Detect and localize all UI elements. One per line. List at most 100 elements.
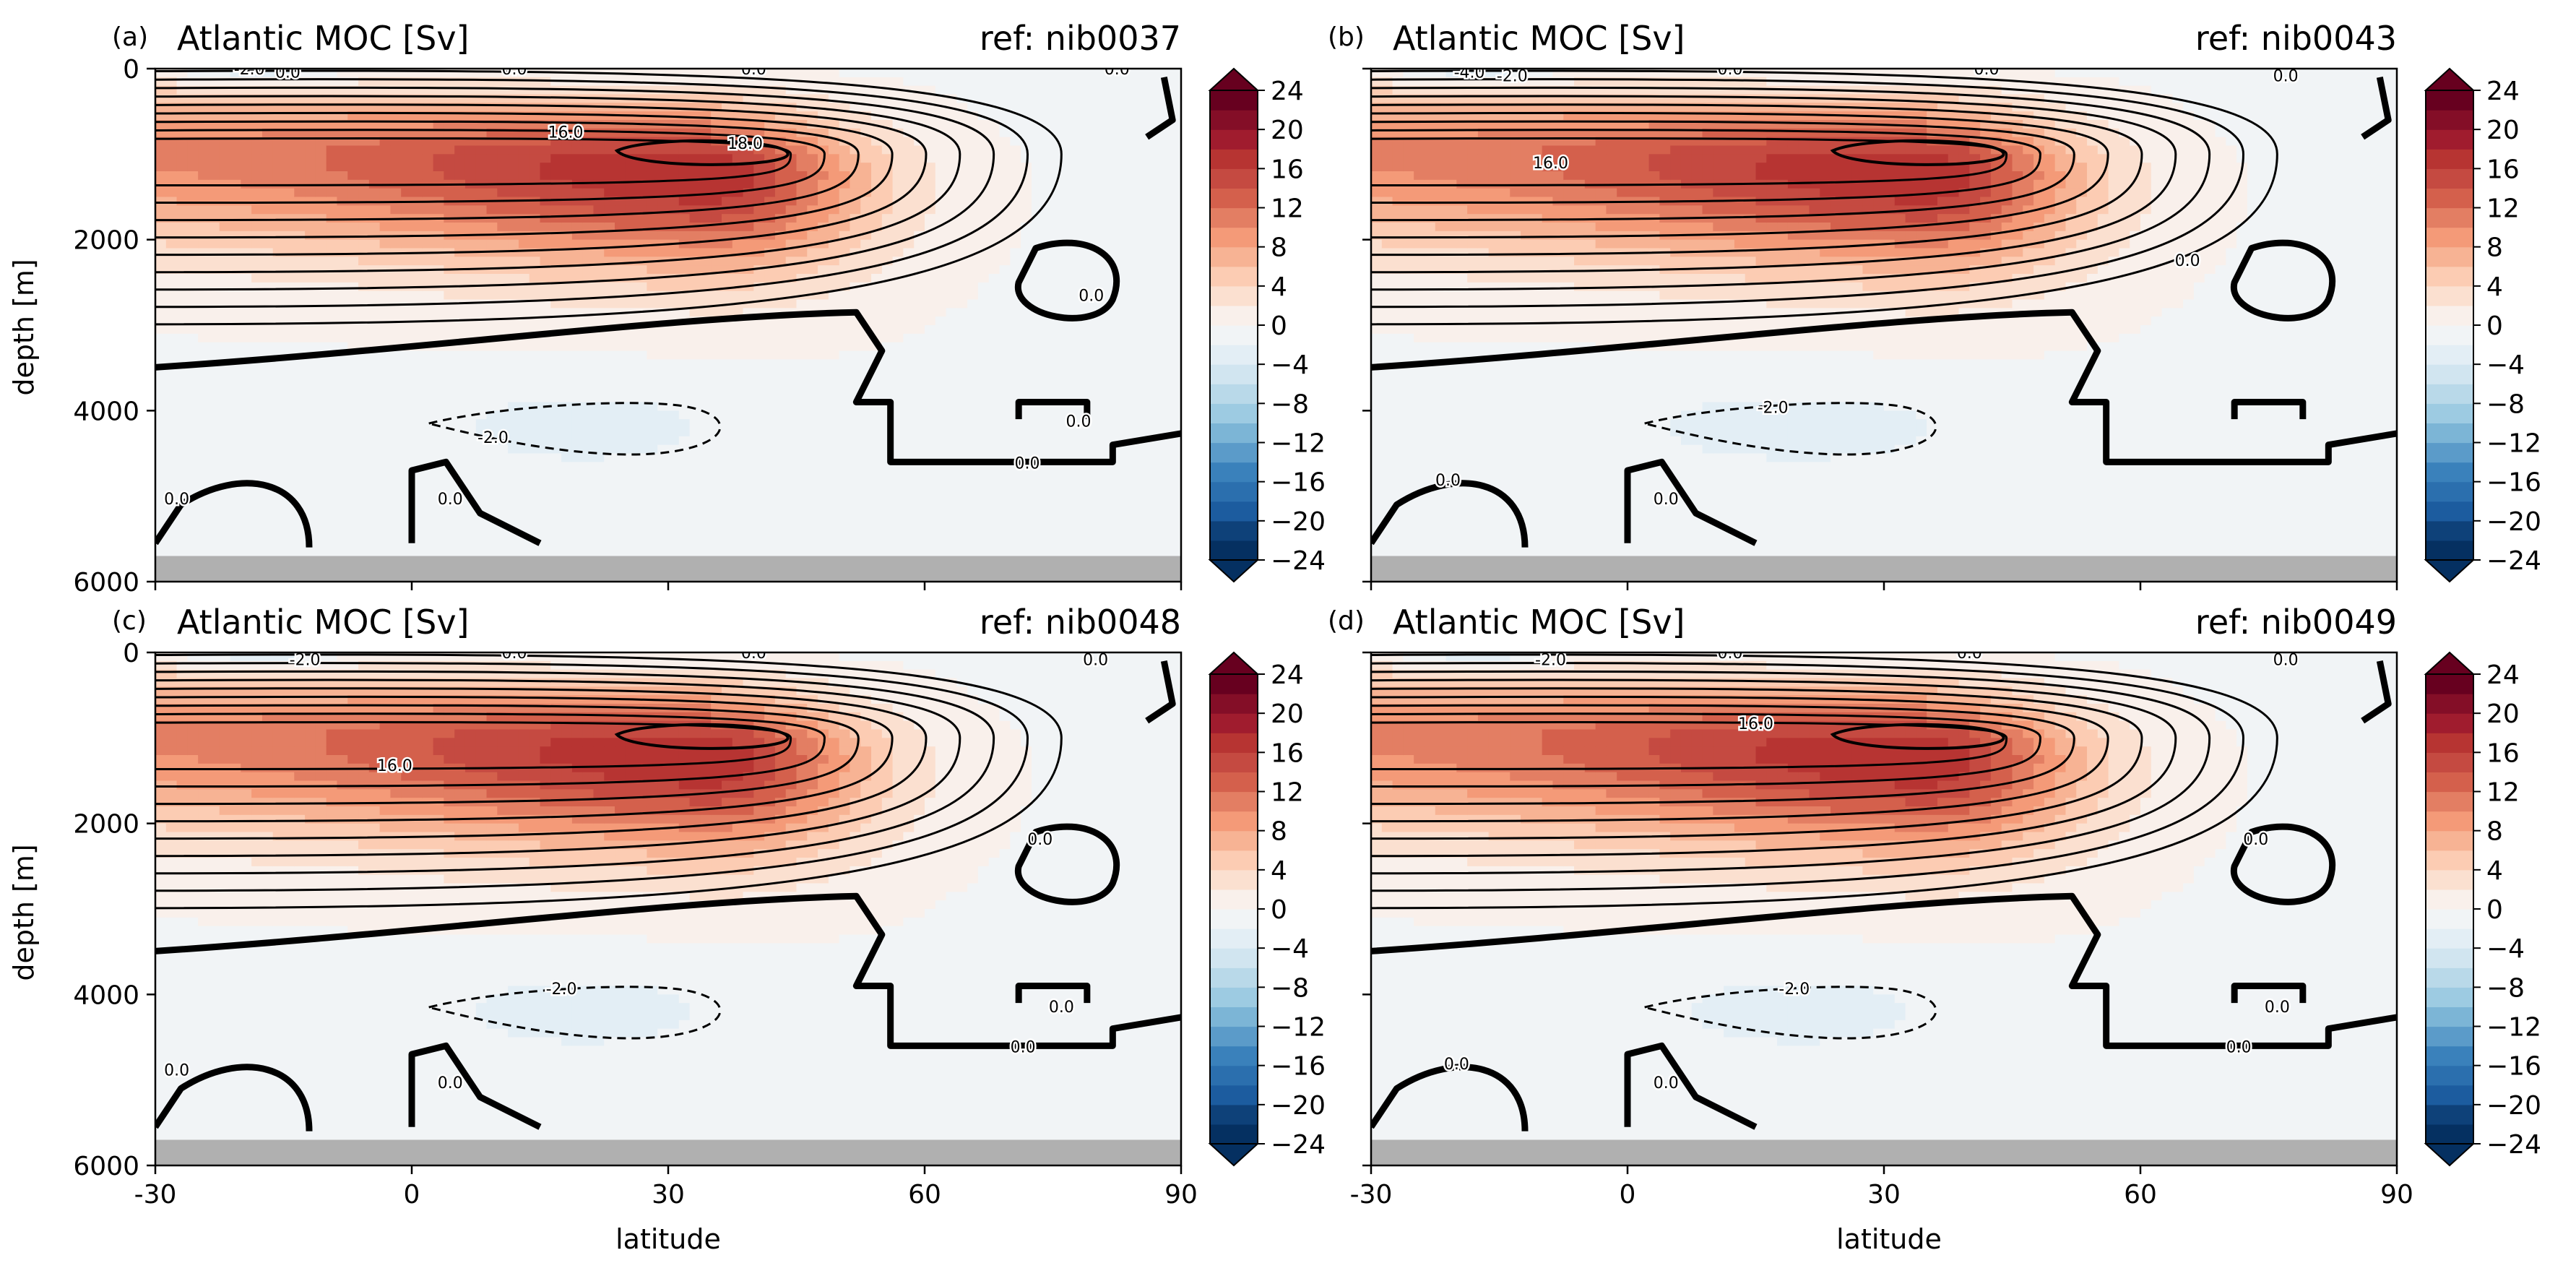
field-cell	[668, 368, 680, 377]
field-cell	[988, 359, 1000, 368]
field-cell	[956, 111, 968, 121]
field-cell	[379, 504, 392, 514]
field-cell	[871, 530, 883, 540]
field-cell	[732, 350, 744, 360]
field-cell	[561, 428, 573, 437]
field-cell	[230, 538, 241, 548]
field-cell	[315, 299, 327, 309]
field-cell	[294, 376, 306, 386]
field-cell	[358, 462, 370, 471]
field-cell	[358, 453, 370, 462]
field-cell	[678, 453, 691, 462]
field-cell	[208, 257, 220, 266]
field-cell	[347, 538, 359, 548]
field-cell	[305, 410, 316, 420]
field-cell	[262, 239, 274, 249]
field-cell	[892, 248, 904, 257]
field-cell	[230, 444, 241, 454]
field-cell	[1010, 248, 1021, 257]
field-cell	[368, 522, 381, 531]
field-cell	[774, 282, 787, 292]
field-cell	[401, 145, 412, 155]
field-cell	[540, 428, 551, 437]
field-cell	[582, 462, 595, 471]
field-cell	[475, 171, 488, 181]
field-cell	[850, 188, 861, 198]
field-cell	[1031, 376, 1043, 386]
field-cell	[668, 299, 680, 309]
field-cell	[1021, 496, 1032, 506]
field-cell	[262, 470, 274, 480]
field-cell	[860, 470, 872, 480]
field-cell	[379, 376, 392, 386]
field-cell	[700, 402, 712, 411]
field-cell	[337, 248, 348, 257]
field-cell	[368, 547, 381, 557]
field-cell	[176, 410, 188, 420]
field-cell	[999, 325, 1011, 335]
field-cell	[839, 453, 851, 462]
field-cell	[219, 428, 231, 437]
field-cell	[636, 299, 648, 309]
field-cell	[977, 522, 990, 531]
field-cell	[946, 402, 957, 411]
field-cell	[454, 359, 466, 368]
field-cell	[358, 384, 370, 395]
field-cell	[785, 487, 798, 497]
field-cell	[839, 342, 851, 352]
field-cell	[379, 547, 392, 557]
field-cell	[550, 282, 562, 292]
field-cell	[657, 342, 669, 352]
field-cell	[721, 538, 733, 548]
field-cell	[326, 299, 338, 309]
field-cell	[593, 470, 605, 480]
field-cell	[187, 410, 199, 420]
field-cell	[305, 248, 316, 257]
field-cell	[678, 214, 691, 223]
field-cell	[881, 265, 894, 275]
field-cell	[251, 342, 263, 352]
field-cell	[711, 257, 722, 266]
field-cell	[379, 402, 392, 411]
field-cell	[956, 316, 968, 326]
field-cell	[165, 376, 178, 386]
field-cell	[230, 325, 241, 335]
field-cell	[807, 145, 818, 155]
field-cell	[529, 223, 541, 232]
field-cell	[176, 384, 188, 395]
field-cell	[326, 214, 338, 223]
field-cell	[946, 163, 957, 172]
field-cell	[347, 163, 359, 172]
field-cell	[401, 154, 412, 163]
field-cell	[999, 393, 1011, 403]
field-cell	[914, 299, 925, 309]
field-cell	[850, 513, 861, 522]
field-cell	[401, 333, 412, 343]
field-cell	[571, 299, 584, 309]
field-cell	[604, 522, 615, 531]
field-cell	[508, 376, 519, 386]
field-cell	[454, 402, 466, 411]
field-cell	[550, 453, 562, 462]
field-cell	[956, 137, 968, 147]
field-cell	[796, 325, 808, 335]
field-cell	[977, 513, 990, 522]
field-cell	[571, 410, 584, 420]
field-cell	[689, 522, 701, 531]
field-cell	[977, 239, 990, 249]
field-cell	[743, 145, 754, 155]
field-cell	[903, 419, 915, 428]
field-cell	[1031, 85, 1043, 95]
field-cell	[571, 154, 584, 163]
field-cell	[871, 179, 883, 189]
field-cell	[198, 496, 209, 506]
field-cell	[305, 290, 316, 301]
field-cell	[764, 69, 776, 78]
field-cell	[967, 368, 979, 377]
field-cell	[850, 453, 861, 462]
field-cell	[700, 547, 712, 557]
field-cell	[796, 265, 808, 275]
field-cell	[475, 368, 488, 377]
field-cell	[925, 547, 936, 557]
field-cell	[860, 428, 872, 437]
